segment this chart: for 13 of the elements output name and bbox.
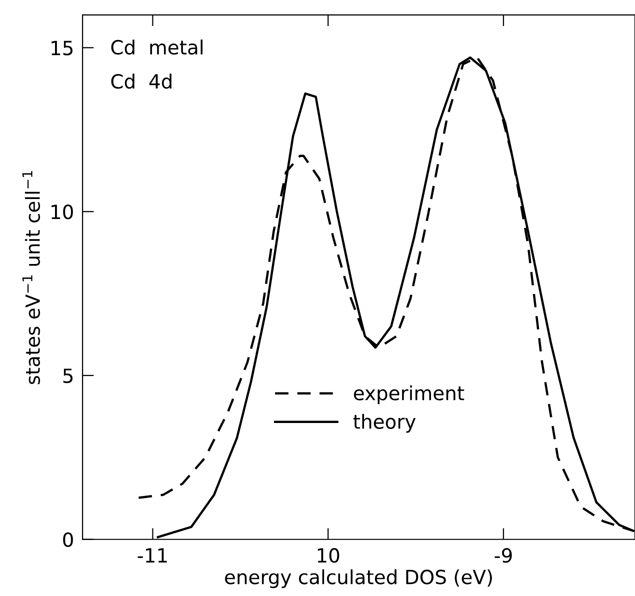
legend-label: experiment [354,385,464,404]
legend-label: theory [353,414,416,433]
y-tick-label: 10 [52,204,73,220]
y-tick-label: 0 [63,532,73,548]
y-axis-title: states eV$^{−1}$ unit cell$^{−1}$ [22,171,40,384]
x-tick-label: -9 [494,548,512,563]
annotation: Cd metal [111,40,202,55]
x-axis-title: energy calculated DOS (eV) [225,569,492,588]
annotation: Cd 4d [111,74,172,89]
x-tick-label: 10 [318,548,340,563]
x-tick-label: -11 [138,548,167,562]
y-tick-label: 5 [63,368,73,384]
y-tick-label: 15 [52,40,73,56]
